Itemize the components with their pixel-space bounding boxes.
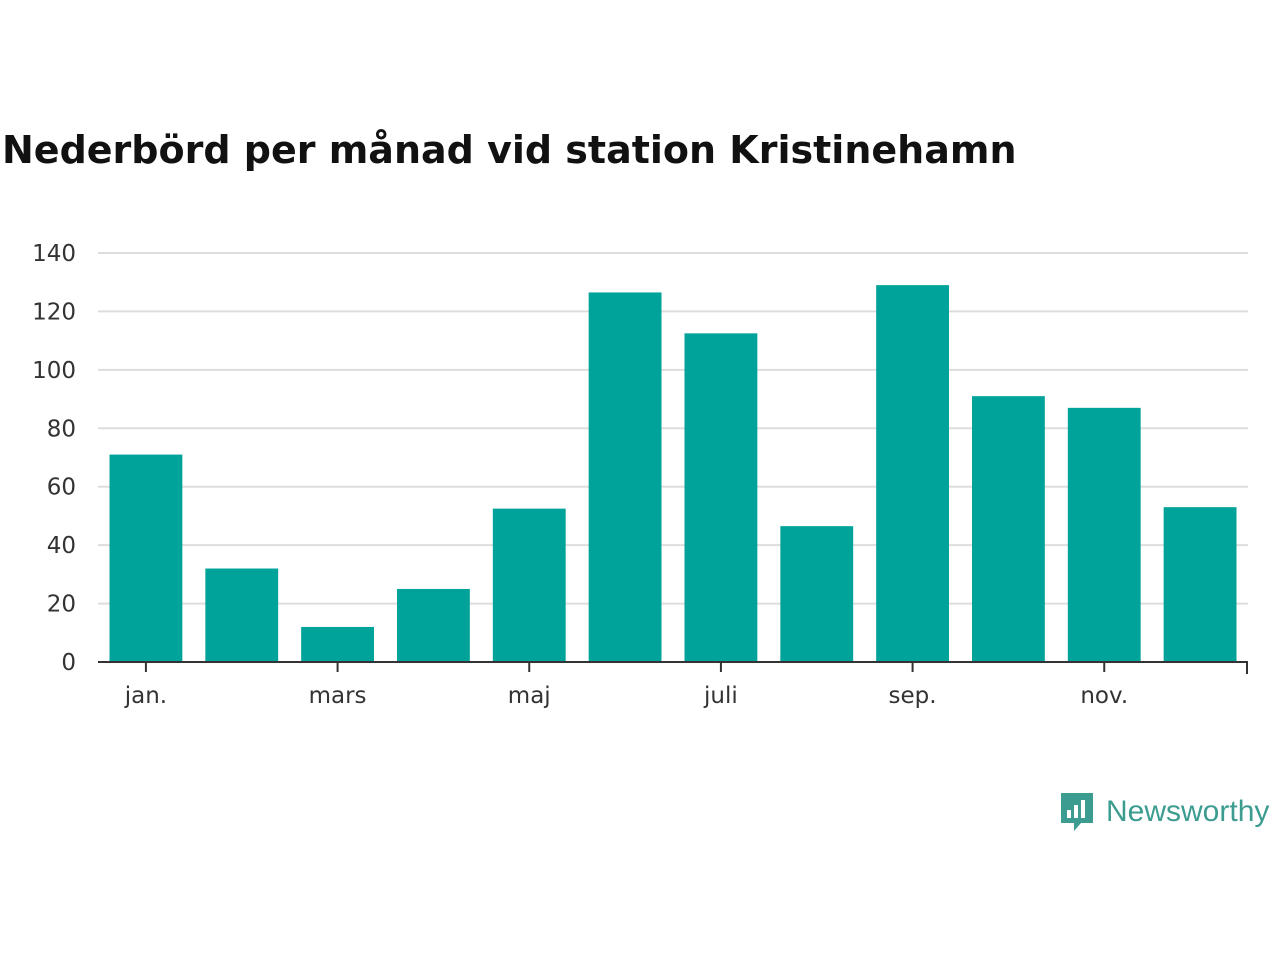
bar-6 (588, 292, 662, 662)
x-tick-label: jan. (124, 683, 167, 709)
y-tick-label: 40 (47, 533, 76, 559)
bar-4 (397, 588, 470, 662)
bar-3 (301, 626, 374, 662)
x-tick-label: juli (703, 683, 738, 709)
bar-12 (1163, 507, 1237, 662)
bar-2 (205, 568, 279, 662)
y-tick-label: 120 (32, 299, 76, 325)
bar-1 (109, 454, 183, 662)
x-tick-label: nov. (1080, 683, 1128, 709)
y-tick-label: 140 (32, 241, 76, 267)
bar-8 (780, 526, 854, 662)
chart-title: Nederbörd per månad vid station Kristine… (2, 128, 1017, 172)
x-tick-label: mars (309, 683, 367, 709)
y-tick-label: 80 (47, 416, 76, 442)
bar-11 (1067, 407, 1141, 662)
brand-name: Newsworthy (1106, 795, 1270, 828)
x-tick-label: maj (508, 683, 551, 709)
brand-logo: Newsworthy (1058, 790, 1269, 834)
bar-10 (972, 396, 1045, 662)
x-tick-label: sep. (889, 683, 937, 709)
bar-7 (684, 333, 758, 662)
y-tick-label: 0 (61, 650, 76, 676)
y-tick-label: 20 (47, 592, 76, 618)
y-tick-label: 60 (47, 475, 76, 501)
bar-5 (492, 508, 566, 662)
newsworthy-logo-icon (1061, 793, 1093, 831)
bar-9 (876, 285, 949, 662)
y-tick-label: 100 (32, 358, 76, 384)
